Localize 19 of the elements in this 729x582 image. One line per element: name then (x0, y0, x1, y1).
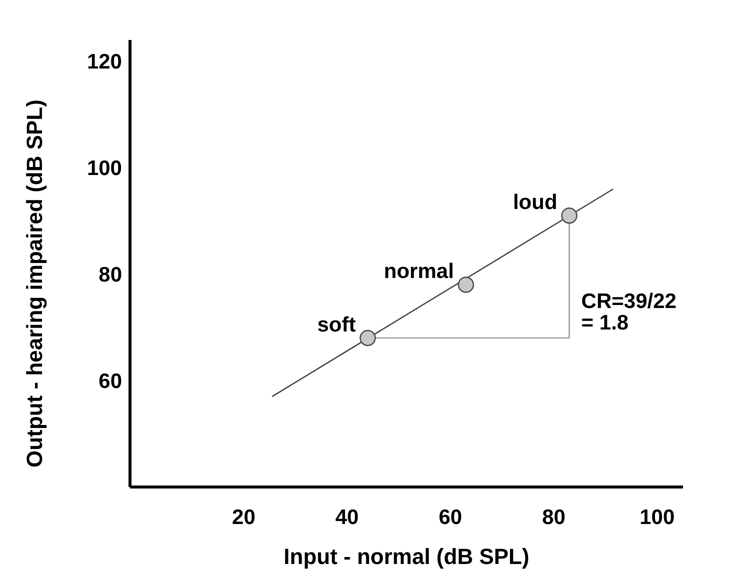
x-tick-label: 20 (232, 506, 256, 529)
y-tick-label: 100 (86, 157, 122, 180)
x-axis-title: Input - normal (dB SPL) (284, 544, 530, 569)
point (360, 330, 376, 346)
x-tick-label: 60 (438, 506, 462, 529)
y-tick-label: 80 (98, 263, 122, 286)
annotation: = 1.8 (581, 311, 629, 334)
annotation: normal (384, 260, 454, 284)
annotation: soft (317, 313, 356, 336)
x-tick-label: 100 (640, 506, 675, 529)
point (458, 276, 474, 293)
x-tick-label: 40 (335, 506, 359, 529)
y-tick-label: 60 (98, 370, 122, 393)
x-tick-label: 80 (542, 506, 566, 529)
y-tick-label: 120 (86, 50, 122, 74)
annotation: loud (512, 190, 558, 214)
point (561, 208, 578, 224)
y-axis-title: Output - hearing impaired (dB SPL) (22, 100, 47, 468)
annotation: CR=39/22 (581, 290, 676, 314)
